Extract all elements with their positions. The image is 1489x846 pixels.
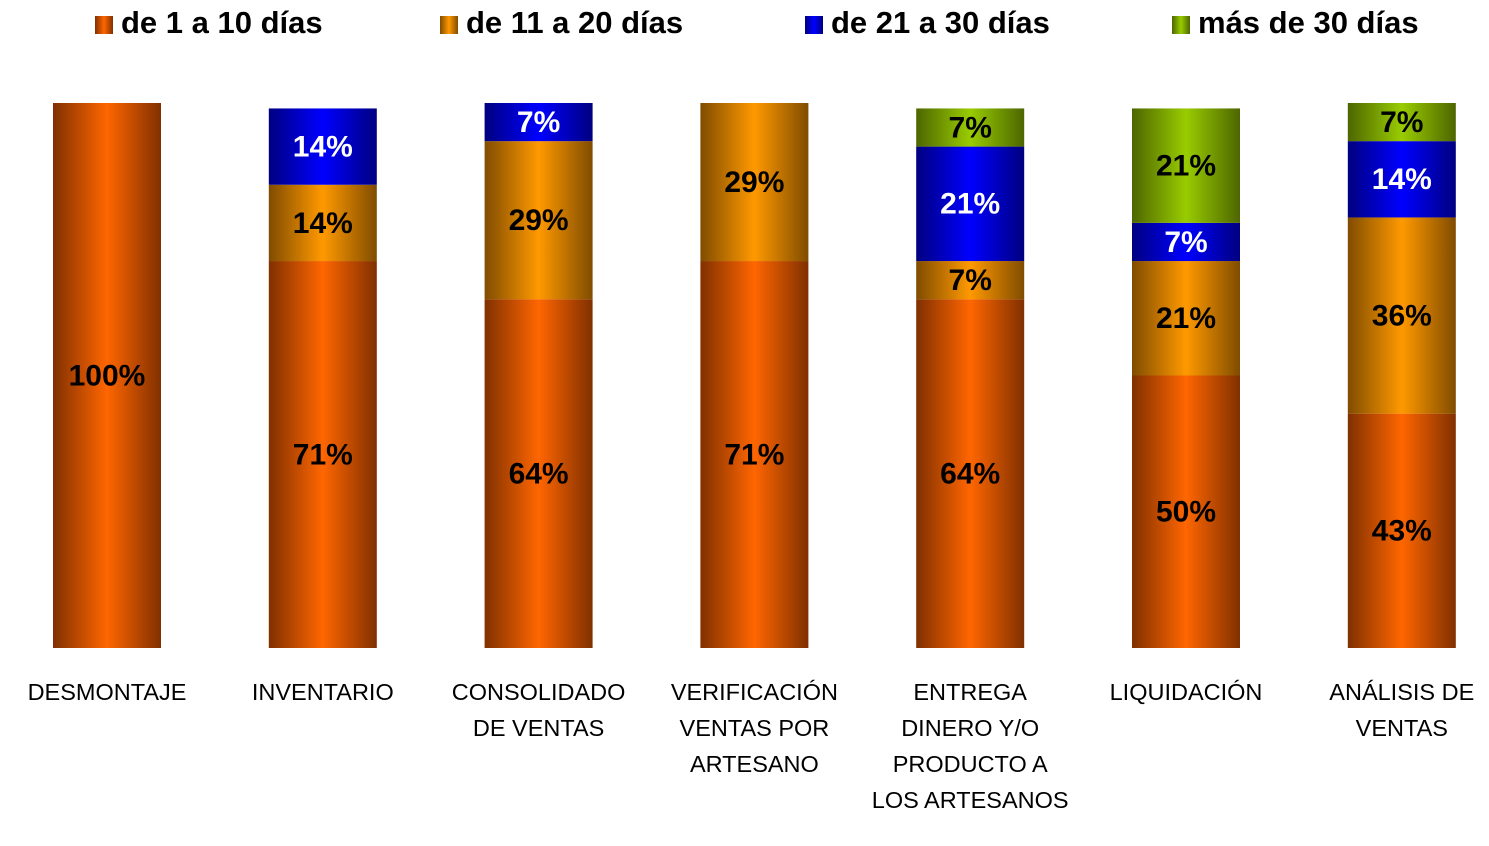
x-tick-label: VERIFICACIÓN VENTAS POR ARTESANO (670, 679, 838, 777)
data-label: 7% (1164, 226, 1207, 259)
bar-segment (268, 184, 377, 262)
bar-segment (484, 299, 593, 648)
data-label: 21% (940, 188, 1000, 221)
data-label: 43% (1372, 515, 1432, 548)
bar-segment (916, 299, 1025, 648)
bar-segment (1132, 261, 1240, 376)
bar-segment (484, 141, 593, 300)
data-label: 7% (517, 106, 560, 139)
bar-segment (268, 261, 377, 648)
data-label: 21% (1156, 302, 1216, 335)
data-label: 71% (724, 438, 784, 471)
bar-segment (700, 261, 809, 648)
data-label: 14% (293, 131, 353, 164)
data-label: 7% (1380, 106, 1423, 139)
x-tick-label: INVENTARIO (251, 679, 394, 705)
x-tick-label: DESMONTAJE (27, 679, 187, 705)
bar-segment (916, 146, 1025, 262)
legend-label: de 21 a 30 días (831, 5, 1050, 40)
data-label: 29% (724, 166, 784, 199)
legend-label: más de 30 días (1198, 5, 1419, 40)
data-label: 29% (509, 204, 569, 237)
data-label: 7% (949, 111, 992, 144)
legend-swatch (95, 16, 113, 34)
bar-segment (1347, 141, 1456, 218)
legend-swatch (1172, 16, 1190, 34)
data-label: 71% (293, 438, 353, 471)
bar-segment (1347, 103, 1456, 142)
bar-segment (916, 108, 1025, 147)
bar-segment (916, 261, 1025, 300)
legend-label: de 11 a 20 días (466, 5, 683, 40)
legend-swatch (805, 16, 823, 34)
x-tick-label: LIQUIDACIÓN (1109, 679, 1263, 705)
x-tick-label: ENTREGA DINERO Y/O PRODUCTO A LOS ARTESA… (871, 679, 1069, 813)
x-tick-label: CONSOLIDADO DE VENTAS (451, 679, 626, 741)
bar-segment (484, 103, 593, 142)
bar-segment (268, 108, 377, 185)
data-label: 21% (1156, 150, 1216, 183)
data-label: 14% (293, 207, 353, 240)
bar-segment (1132, 375, 1240, 648)
x-tick-label: ANÁLISIS DE VENTAS (1329, 679, 1475, 741)
legend-swatch (440, 16, 458, 34)
bar-segment (1347, 413, 1456, 648)
data-label: 100% (69, 359, 146, 392)
bar-segment (1132, 108, 1240, 223)
bar-segment (700, 103, 809, 262)
data-label: 64% (940, 458, 1000, 491)
bar-segment (1132, 222, 1240, 262)
data-label: 36% (1372, 299, 1432, 332)
legend-label: de 1 a 10 días (121, 5, 323, 40)
bar-segment (1347, 217, 1456, 414)
data-label: 7% (949, 264, 992, 297)
bar-segment (53, 103, 161, 648)
data-label: 64% (509, 458, 569, 491)
data-label: 14% (1372, 163, 1432, 196)
data-label: 50% (1156, 496, 1216, 529)
